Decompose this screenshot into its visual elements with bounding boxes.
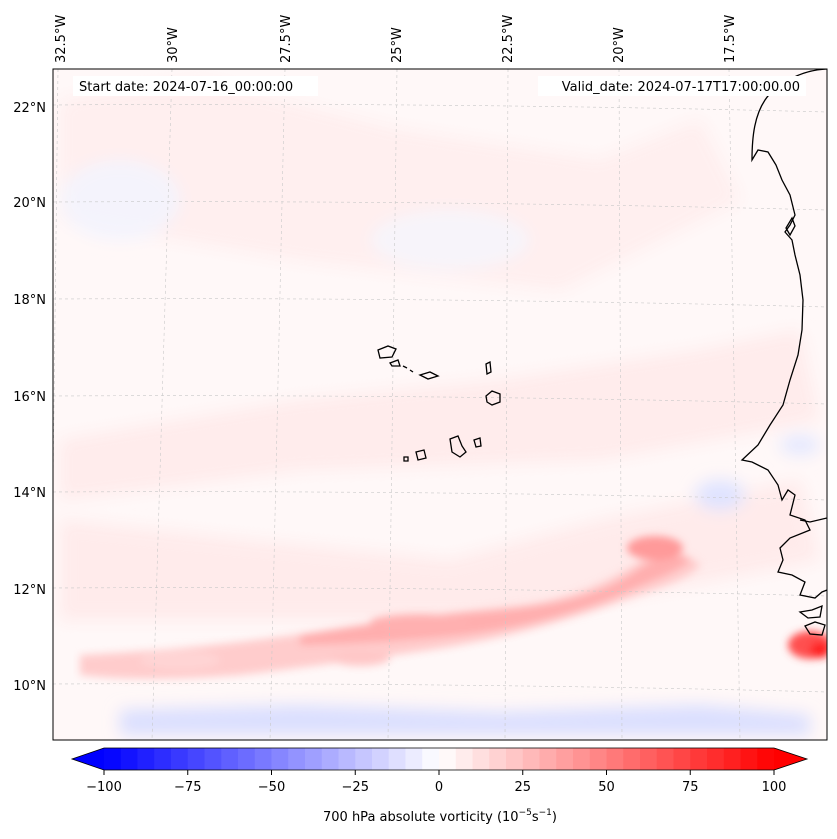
valid-date-label: Valid_date: 2024-07-17T17:00:00.00 [562, 80, 800, 95]
colorbar-tick-label: 50 [598, 780, 615, 795]
colorbar-tick-labels: −100 −75 −50 −25 0 25 50 75 100 [86, 780, 786, 795]
lat-label: 12°N [13, 583, 46, 598]
header-box-left [73, 76, 318, 96]
colorbar-segment [388, 748, 406, 770]
colorbar-segment [673, 748, 691, 770]
colorbar-segment [439, 748, 457, 770]
colorbar-segment [422, 748, 440, 770]
colorbar-segment [254, 748, 272, 770]
colorbar-extend-max [774, 748, 807, 770]
lon-label: 17.5°W [723, 15, 738, 63]
colorbar-segment [137, 748, 155, 770]
lat-label: 18°N [13, 293, 46, 308]
lon-label: 27.5°W [279, 15, 294, 63]
colorbar-segment [104, 748, 122, 770]
colorbar-segment [489, 748, 507, 770]
colorbar-segment [338, 748, 356, 770]
lon-label: 32.5°W [54, 15, 69, 63]
colorbar-tick-label: −100 [86, 780, 122, 795]
colorbar-segment [187, 748, 205, 770]
gridlines [53, 69, 827, 740]
colorbar-segment [405, 748, 423, 770]
colorbar-extend-min [72, 748, 104, 770]
start-date-label: Start date: 2024-07-16_00:00:00 [79, 80, 293, 95]
lat-label: 22°N [13, 101, 46, 116]
colorbar-segment [757, 748, 775, 770]
colorbar-segment [305, 748, 323, 770]
colorbar-segment [355, 748, 373, 770]
colorbar-tick-label: −75 [174, 780, 201, 795]
colorbar-segment [740, 748, 758, 770]
lat-label: 14°N [13, 486, 46, 501]
colorbar-tick-label: −25 [342, 780, 369, 795]
colorbar-segment [623, 748, 641, 770]
colorbar-segment [506, 748, 524, 770]
colorbar-segment [472, 748, 490, 770]
colorbar-tick-label: 25 [514, 780, 531, 795]
colorbar-tick-label: −50 [258, 780, 285, 795]
map-frame [52, 68, 828, 741]
lat-label: 20°N [13, 196, 46, 211]
cape-verde-islands [377, 345, 501, 462]
colorbar-segment [204, 748, 222, 770]
colorbar-segment [539, 748, 557, 770]
colorbar-segment [556, 748, 574, 770]
colorbar-segment [372, 748, 390, 770]
colorbar-segment [690, 748, 708, 770]
colorbar-segment [640, 748, 658, 770]
colorbar-tick-label: 75 [682, 780, 699, 795]
colorbar-segment [606, 748, 624, 770]
colorbar-segment [522, 748, 540, 770]
colorbar-label: 700 hPa absolute vorticity (10−5s−1) [323, 808, 557, 825]
lon-label: 30°W [166, 27, 181, 63]
colorbar-segment [656, 748, 674, 770]
lon-label: 22.5°W [501, 15, 516, 63]
colorbar-segment [221, 748, 239, 770]
vorticity-field [60, 80, 827, 735]
map-area [53, 69, 827, 740]
colorbar-segment [589, 748, 607, 770]
colorbar-segment [271, 748, 289, 770]
lat-label: 16°N [13, 390, 46, 405]
colorbar-segment [238, 748, 256, 770]
latitude-labels: 22°N 20°N 18°N 16°N 14°N 12°N 10°N [13, 101, 46, 694]
lon-label: 25°W [390, 27, 405, 63]
longitude-labels: 32.5°W 30°W 27.5°W 25°W 22.5°W 20°W 17.5… [54, 15, 738, 63]
lon-label: 20°W [612, 27, 627, 63]
lat-label: 10°N [13, 679, 46, 694]
coastline [740, 69, 827, 636]
colorbar-tick-label: 0 [435, 780, 443, 795]
colorbar-segments [104, 748, 775, 770]
header-box-right [538, 76, 806, 96]
colorbar: −100 −75 −50 −25 0 25 50 75 100 700 hPa … [70, 747, 809, 825]
colorbar-segment [707, 748, 725, 770]
colorbar-segment [573, 748, 591, 770]
colorbar-segment [120, 748, 138, 770]
colorbar-segment [723, 748, 741, 770]
colorbar-segment [455, 748, 473, 770]
colorbar-segment [154, 748, 172, 770]
colorbar-segment [171, 748, 189, 770]
colorbar-segment [288, 748, 306, 770]
colorbar-segment [321, 748, 339, 770]
colorbar-tick-label: 100 [762, 780, 787, 795]
colorbar-ticks [103, 770, 775, 775]
